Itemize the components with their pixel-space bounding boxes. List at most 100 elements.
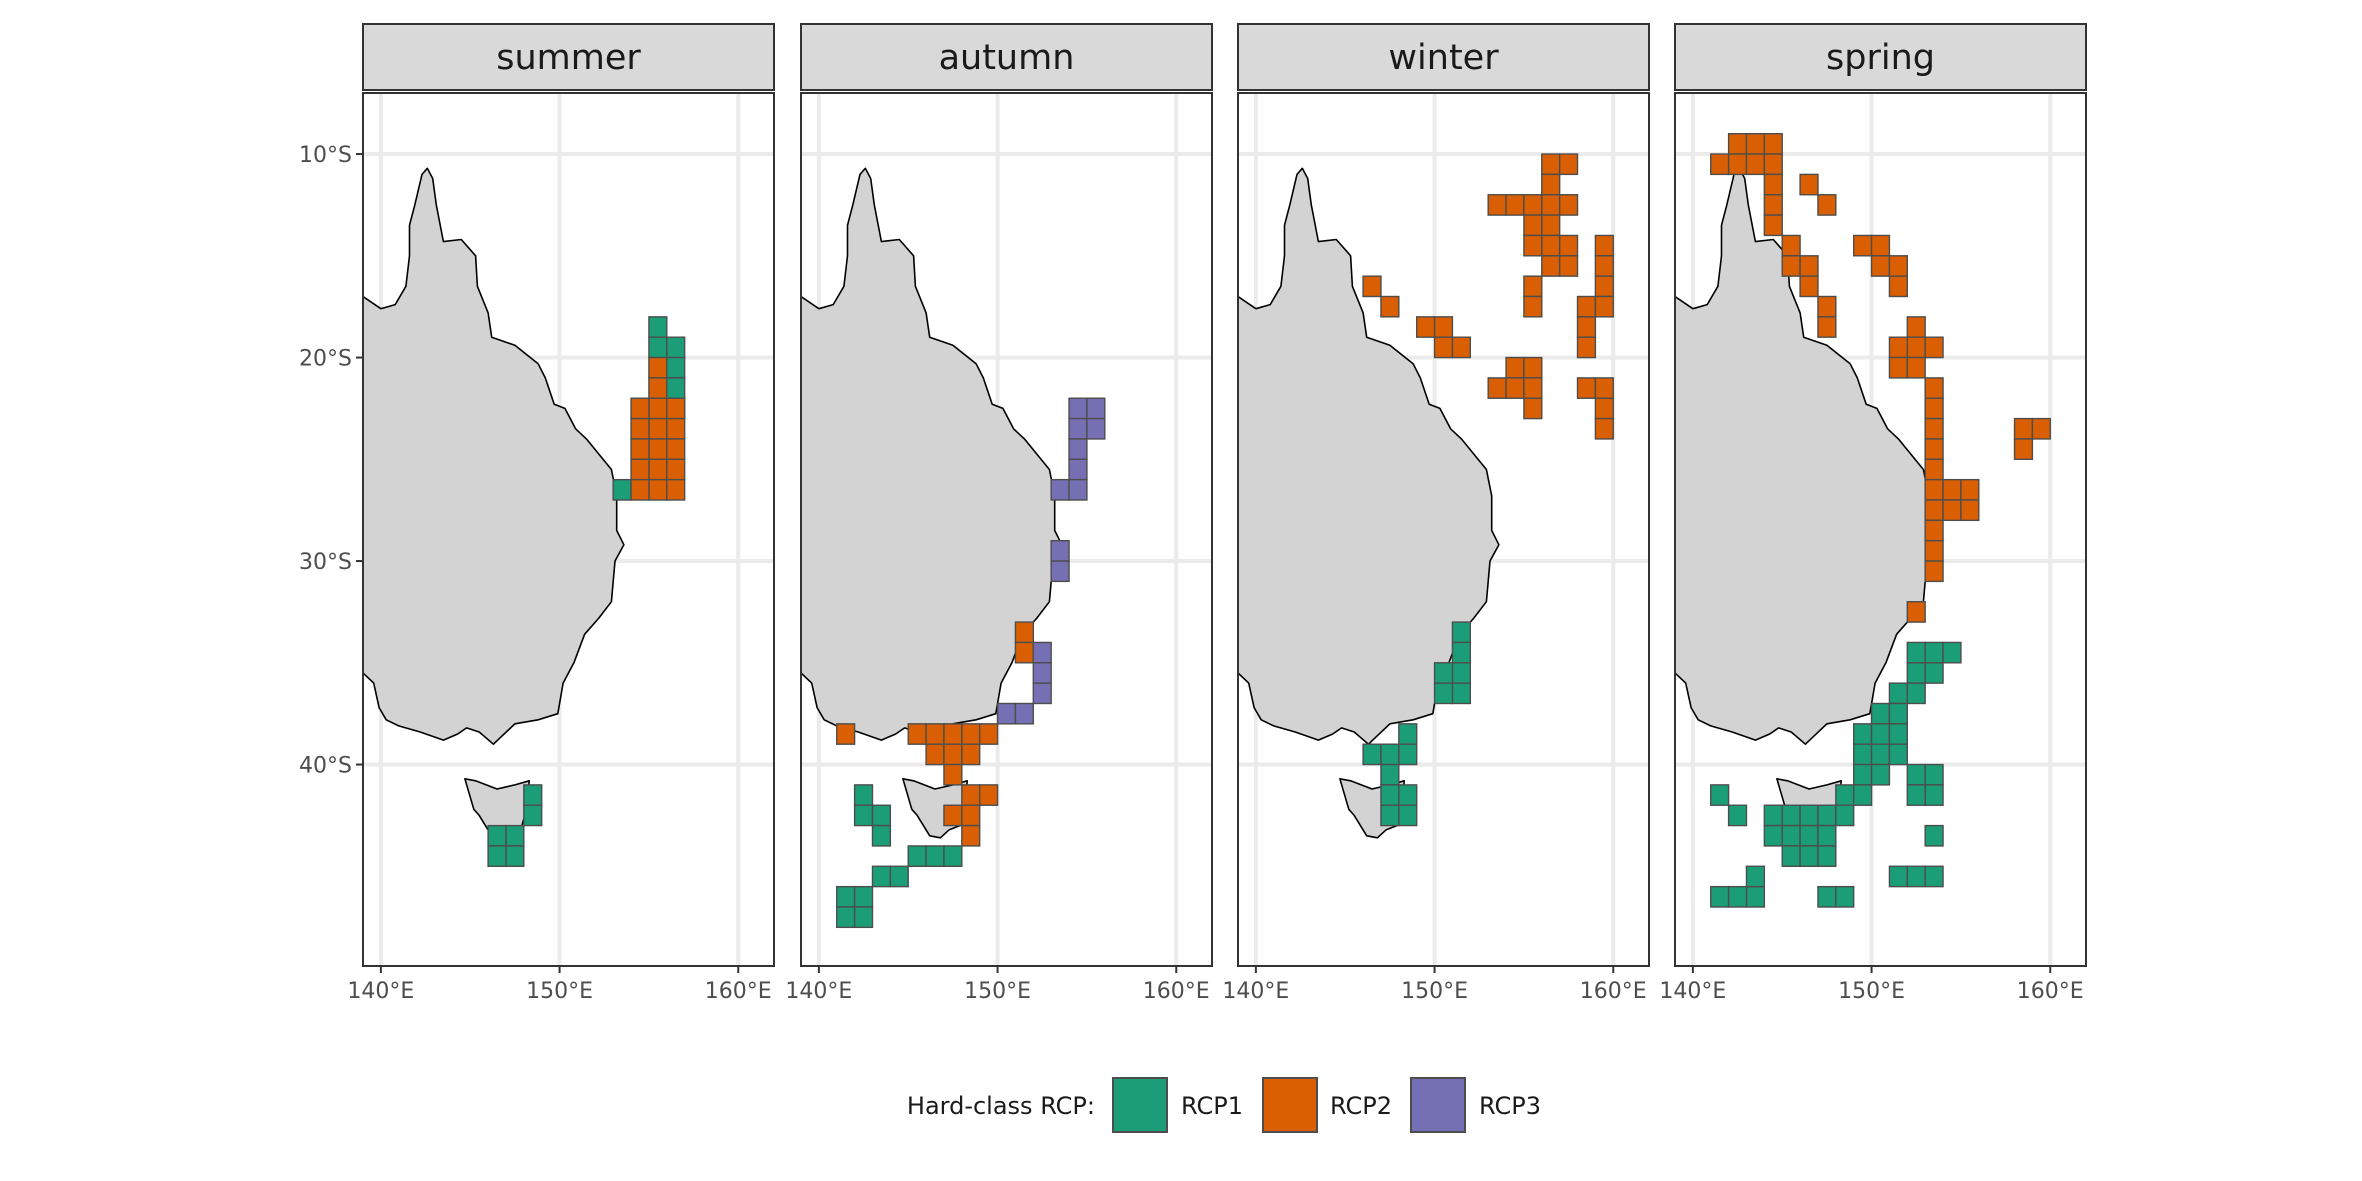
tile-rcp1 bbox=[1380, 763, 1400, 786]
tile-rcp2 bbox=[1781, 255, 1801, 277]
tile-rcp2 bbox=[1888, 275, 1909, 298]
tile-rcp1 bbox=[1380, 784, 1400, 806]
tile-rcp3 bbox=[1086, 397, 1106, 420]
x-tick-label: 160°E bbox=[2017, 979, 2084, 1004]
tile-rcp2 bbox=[1817, 194, 1837, 216]
legend-key-rcp3 bbox=[1410, 1077, 1466, 1133]
tile-rcp1 bbox=[1906, 784, 1926, 806]
panel-plot-area bbox=[1675, 93, 2086, 966]
tile-rcp1 bbox=[1835, 885, 1855, 908]
tile-rcp2 bbox=[1817, 316, 1837, 338]
tile-rcp2 bbox=[1924, 560, 1944, 583]
tile-rcp1 bbox=[487, 845, 507, 867]
tile-rcp1 bbox=[1799, 824, 1819, 847]
tile-rcp3 bbox=[1050, 539, 1070, 562]
tile-rcp1 bbox=[1906, 662, 1926, 684]
tile-rcp2 bbox=[1523, 377, 1543, 399]
facet-strip bbox=[362, 23, 775, 91]
tile-rcp1 bbox=[1817, 804, 1837, 827]
tile-rcp3 bbox=[1068, 397, 1088, 420]
legend-label: RCP3 bbox=[1479, 1092, 1541, 1120]
tile-rcp1 bbox=[1727, 885, 1748, 908]
tile-rcp2 bbox=[943, 723, 963, 745]
tile-rcp2 bbox=[961, 723, 981, 745]
x-tick-label: 150°E bbox=[964, 979, 1031, 1004]
tile-rcp2 bbox=[1576, 316, 1597, 338]
tile-rcp2 bbox=[961, 804, 981, 827]
tile-rcp1 bbox=[1710, 784, 1730, 806]
tile-rcp1 bbox=[1906, 865, 1926, 888]
tile-rcp2 bbox=[630, 438, 650, 460]
tile-rcp2 bbox=[1942, 478, 1962, 501]
tile-rcp1 bbox=[1852, 743, 1873, 766]
tile-rcp2 bbox=[630, 397, 650, 420]
tile-rcp1 bbox=[1942, 641, 1962, 664]
tile-rcp1 bbox=[1924, 824, 1944, 847]
tile-rcp2 bbox=[943, 763, 963, 786]
tile-rcp1 bbox=[1888, 723, 1909, 745]
facet-panel-autumn: autumn 140°E 150°E 160°E bbox=[785, 23, 1213, 1004]
tile-rcp1 bbox=[889, 865, 909, 888]
tile-rcp2 bbox=[961, 784, 981, 806]
tile-rcp2 bbox=[1924, 417, 1944, 440]
tile-rcp2 bbox=[1906, 316, 1926, 338]
tile-rcp1 bbox=[1433, 662, 1454, 684]
tile-rcp1 bbox=[666, 336, 686, 359]
tile-rcp1 bbox=[1888, 682, 1909, 705]
tile-rcp2 bbox=[1014, 621, 1035, 644]
tile-rcp1 bbox=[1451, 682, 1472, 705]
tile-rcp1 bbox=[1924, 865, 1944, 888]
tile-rcp2 bbox=[1942, 499, 1962, 522]
tile-rcp2 bbox=[648, 417, 668, 440]
x-tick-label: 160°E bbox=[705, 979, 772, 1004]
tile-rcp2 bbox=[648, 397, 668, 420]
tile-rcp2 bbox=[1523, 194, 1543, 216]
y-tick-label: 30°S bbox=[299, 550, 352, 575]
tile-rcp3 bbox=[1050, 560, 1070, 583]
tile-rcp2 bbox=[1487, 377, 1507, 399]
facet-panel-spring: spring 140°E 150°E 160°E bbox=[1659, 23, 2087, 1004]
tile-rcp2 bbox=[1906, 356, 1926, 379]
tile-rcp1 bbox=[853, 885, 874, 908]
tile-rcp3 bbox=[1050, 478, 1070, 501]
tile-rcp1 bbox=[1745, 885, 1766, 908]
tile-rcp2 bbox=[1380, 295, 1400, 318]
tile-rcp1 bbox=[505, 824, 525, 847]
tile-rcp2 bbox=[648, 377, 668, 399]
tile-rcp2 bbox=[1523, 214, 1543, 237]
tile-rcp1 bbox=[907, 845, 927, 867]
tile-rcp2 bbox=[1852, 234, 1873, 257]
tile-rcp1 bbox=[1710, 885, 1730, 908]
facet-panel-winter: winter 140°E 150°E 160°E bbox=[1222, 23, 1650, 1004]
tile-rcp1 bbox=[1451, 621, 1472, 644]
tile-rcp2 bbox=[1763, 132, 1783, 155]
tile-rcp2 bbox=[1799, 275, 1819, 298]
tile-rcp3 bbox=[1068, 478, 1088, 501]
panel-plot-area bbox=[363, 93, 774, 966]
tile-rcp1 bbox=[1799, 804, 1819, 827]
tile-rcp2 bbox=[1362, 275, 1382, 298]
tile-rcp2 bbox=[1541, 214, 1561, 237]
tile-rcp2 bbox=[1594, 377, 1614, 399]
tile-rcp2 bbox=[666, 478, 686, 501]
tile-rcp2 bbox=[1924, 478, 1944, 501]
tile-rcp1 bbox=[1924, 641, 1944, 664]
tile-rcp1 bbox=[1451, 662, 1472, 684]
tile-rcp2 bbox=[925, 743, 945, 766]
tile-rcp2 bbox=[1558, 194, 1579, 216]
tile-rcp1 bbox=[1870, 763, 1891, 786]
tile-rcp1 bbox=[1906, 641, 1926, 664]
tile-rcp1 bbox=[1817, 845, 1837, 867]
tile-rcp1 bbox=[853, 804, 874, 827]
tile-rcp1 bbox=[648, 316, 668, 338]
tile-rcp1 bbox=[836, 906, 856, 929]
tile-rcp1 bbox=[1888, 865, 1909, 888]
tile-rcp3 bbox=[1032, 641, 1052, 664]
legend-key-rcp2 bbox=[1262, 1077, 1318, 1133]
tile-rcp2 bbox=[943, 804, 963, 827]
tile-rcp1 bbox=[1398, 784, 1418, 806]
tile-rcp1 bbox=[1362, 743, 1382, 766]
tile-rcp1 bbox=[612, 478, 632, 501]
legend-label: RCP1 bbox=[1181, 1092, 1243, 1120]
